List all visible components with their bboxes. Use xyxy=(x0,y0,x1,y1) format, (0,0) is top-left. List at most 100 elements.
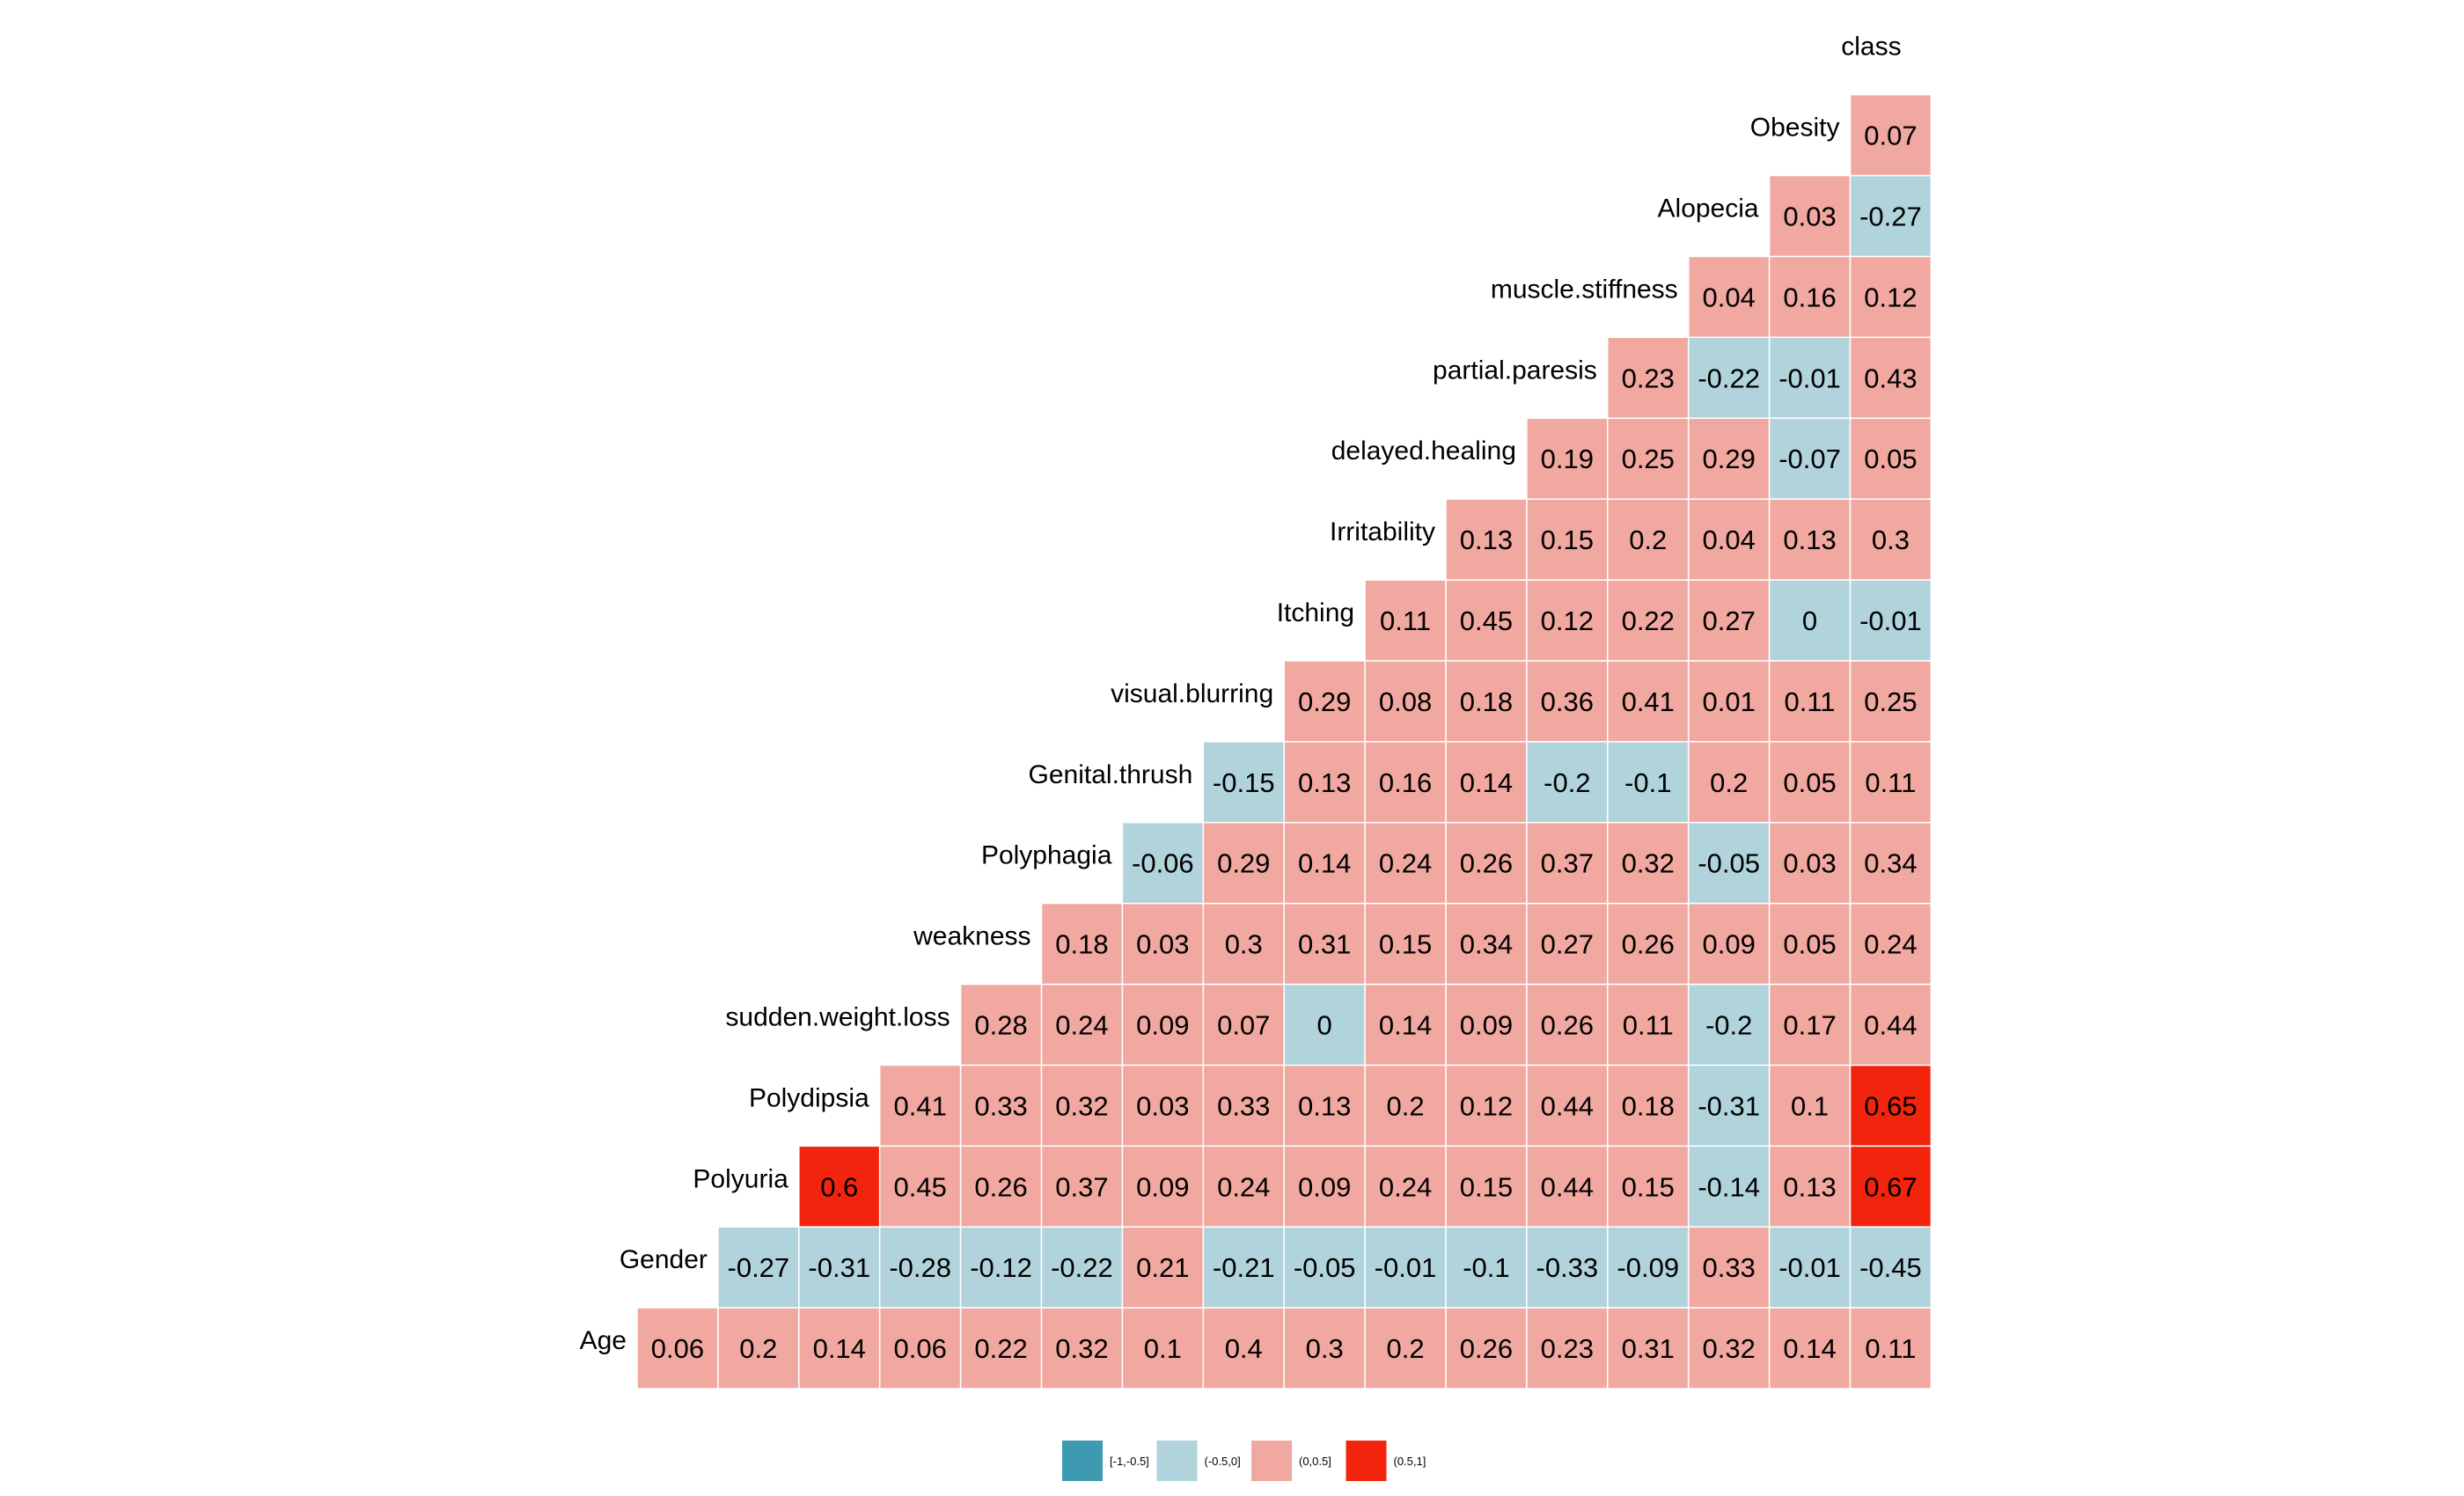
cell-value-label: 0.18 xyxy=(1055,929,1108,960)
heatmap-cell xyxy=(717,1226,800,1309)
heatmap-cell xyxy=(1283,902,1366,986)
heatmap-cell xyxy=(1607,336,1690,419)
cell-value-label: -0.1 xyxy=(1463,1252,1509,1283)
variable-label: partial.paresis xyxy=(1433,356,1597,385)
heatmap-cell xyxy=(1687,821,1771,905)
cell-value-label: -0.21 xyxy=(1213,1252,1275,1283)
variable-label: Genital.thrush xyxy=(1029,760,1193,789)
variable-label: weakness xyxy=(913,922,1030,951)
cell-value-label: 0.06 xyxy=(893,1333,946,1364)
heatmap-cell xyxy=(1849,983,1932,1067)
heatmap-cell xyxy=(878,1064,962,1148)
heatmap-cell xyxy=(1364,579,1447,662)
cell-value-label: 0.31 xyxy=(1298,929,1351,960)
cell-value-label: 0.1 xyxy=(1144,1333,1182,1364)
heatmap-cell xyxy=(1445,821,1528,905)
cell-value-label: 0.34 xyxy=(1864,848,1917,879)
heatmap-cell xyxy=(1121,1064,1205,1148)
cell-value-label: -0.33 xyxy=(1536,1252,1599,1283)
cell-value-label: 0.3 xyxy=(1225,929,1263,960)
cell-value-label: 0.22 xyxy=(974,1333,1027,1364)
cell-value-label: 0.15 xyxy=(1541,524,1594,555)
cell-value-label: 0.05 xyxy=(1783,767,1836,798)
cell-value-label: 0.24 xyxy=(1055,1009,1108,1040)
heatmap-cell xyxy=(1849,174,1932,258)
cell-value-label: 0.23 xyxy=(1622,363,1675,393)
cell-value-label: -0.01 xyxy=(1859,605,1922,636)
cell-value-label: -0.27 xyxy=(1859,201,1922,231)
variable-label: muscle.stiffness xyxy=(1491,275,1678,304)
cell-value-label: 0.06 xyxy=(651,1333,704,1364)
heatmap-cell xyxy=(1445,1064,1528,1148)
cell-value-label: 0.37 xyxy=(1541,848,1594,879)
cell-value-label: 0.24 xyxy=(1864,929,1917,960)
cell-value-label: 0.13 xyxy=(1298,767,1351,798)
cell-value-label: 0.31 xyxy=(1622,1333,1675,1364)
heatmap-cell xyxy=(1445,1145,1528,1228)
cell-value-label: 0.03 xyxy=(1136,929,1189,960)
cell-value-label: 0.16 xyxy=(1379,767,1432,798)
cell-value-label: 0.16 xyxy=(1783,282,1836,312)
legend-label: (0,0.5] xyxy=(1299,1455,1331,1468)
cell-value-label: 0.09 xyxy=(1460,1009,1513,1040)
heatmap-cell xyxy=(1607,1307,1690,1390)
heatmap-cell xyxy=(878,1226,962,1309)
cell-value-label: -0.15 xyxy=(1213,767,1275,798)
cell-value-label: 0.32 xyxy=(1702,1333,1755,1364)
heatmap-cell xyxy=(1364,660,1447,743)
cell-value-label: 0.07 xyxy=(1864,121,1917,151)
cell-value-label: -0.45 xyxy=(1859,1252,1922,1283)
cell-value-label: 0.05 xyxy=(1783,929,1836,960)
heatmap-cell xyxy=(1202,983,1285,1067)
heatmap-cell xyxy=(1364,983,1447,1067)
cell-value-label: 0.15 xyxy=(1460,1171,1513,1202)
cell-value-label: 0.13 xyxy=(1783,1171,1836,1202)
cell-value-label: 0.27 xyxy=(1541,929,1594,960)
cell-value-label: 0.3 xyxy=(1872,524,1910,555)
heatmap-cell xyxy=(1768,1064,1852,1148)
variable-label: class xyxy=(1841,33,1901,62)
cell-value-label: 0.23 xyxy=(1541,1333,1594,1364)
heatmap-cell xyxy=(1768,660,1852,743)
cell-value-label: 0.12 xyxy=(1864,282,1917,312)
cell-value-label: 0.14 xyxy=(1379,1009,1432,1040)
cell-value-label: 0.15 xyxy=(1379,929,1432,960)
heatmap-cell xyxy=(959,1145,1043,1228)
cell-value-label: 0.11 xyxy=(1623,1009,1674,1040)
heatmap-cell xyxy=(1526,1145,1609,1228)
cell-value-label: 0 xyxy=(1802,605,1817,636)
heatmap-cell xyxy=(1202,741,1285,824)
heatmap-cell xyxy=(1849,902,1932,986)
cell-value-label: 0.26 xyxy=(1622,929,1675,960)
heatmap-cell xyxy=(1607,1145,1690,1228)
cell-value-label: -0.22 xyxy=(1698,363,1760,393)
cell-value-label: 0.11 xyxy=(1865,1333,1916,1364)
cell-value-label: 0.19 xyxy=(1541,444,1594,474)
heatmap-cells xyxy=(636,93,1932,1390)
heatmap-cell xyxy=(1202,1064,1285,1148)
cell-value-label: 0.14 xyxy=(1460,767,1513,798)
heatmap-cell xyxy=(1445,579,1528,662)
heatmap-cell xyxy=(1607,1226,1690,1309)
heatmap-cell xyxy=(1526,579,1609,662)
heatmap-cell xyxy=(1526,1226,1609,1309)
cell-value-label: 0.32 xyxy=(1055,1333,1108,1364)
cell-value-label: 0.2 xyxy=(1629,524,1667,555)
heatmap-cell xyxy=(1849,1307,1932,1390)
cell-value-label: 0.03 xyxy=(1783,848,1836,879)
heatmap-cell xyxy=(1526,660,1609,743)
cell-value-label: 0.09 xyxy=(1136,1009,1189,1040)
cell-value-label: 0.28 xyxy=(974,1009,1027,1040)
cell-value-label: 0.17 xyxy=(1783,1009,1836,1040)
cell-value-label: 0.41 xyxy=(1622,686,1675,717)
cell-value-label: -0.22 xyxy=(1051,1252,1113,1283)
heatmap-cell xyxy=(1202,1307,1285,1390)
variable-label: sudden.weight.loss xyxy=(725,1002,950,1031)
cell-value-label: -0.31 xyxy=(808,1252,870,1283)
heatmap-cell xyxy=(1283,741,1366,824)
cell-value-label: -0.28 xyxy=(889,1252,951,1283)
cell-value-label: 0.36 xyxy=(1541,686,1594,717)
cell-value-label: 0.2 xyxy=(1386,1333,1424,1364)
cell-value-label: 0.14 xyxy=(813,1333,866,1364)
cell-value-label: 0.44 xyxy=(1541,1090,1594,1121)
